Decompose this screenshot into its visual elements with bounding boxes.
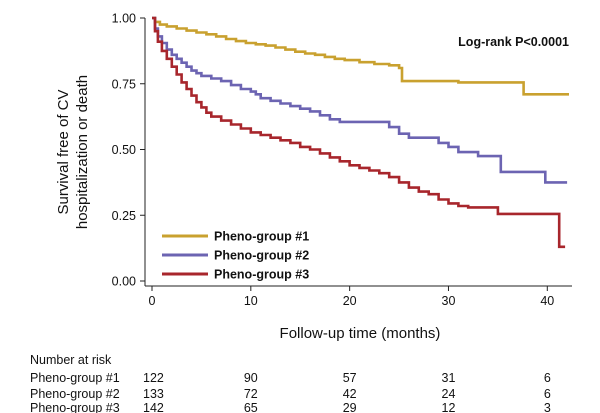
y-axis-title-line-1: Survival free of CV bbox=[55, 89, 72, 214]
risk-value: 42 bbox=[343, 387, 357, 401]
risk-value: 142 bbox=[143, 401, 164, 413]
legend-label-1: Pheno-group #1 bbox=[214, 230, 309, 244]
y-axis-title-line-2: hospitalization or death bbox=[74, 75, 91, 229]
risk-value: 72 bbox=[244, 387, 258, 401]
legend-label-2: Pheno-group #2 bbox=[214, 249, 309, 263]
risk-table: Number at risk Pheno-group #1 122 90 57 31 6 Ph… bbox=[30, 353, 551, 413]
legend-label-3: Pheno-group #3 bbox=[214, 268, 309, 282]
x-tick-label: 10 bbox=[244, 294, 258, 308]
risk-value: 12 bbox=[442, 401, 456, 413]
risk-value: 24 bbox=[442, 387, 456, 401]
risk-value: 122 bbox=[143, 371, 164, 385]
risk-row-label: Pheno-group #1 bbox=[30, 371, 120, 385]
curve-pheno-group-2 bbox=[152, 16, 568, 184]
risk-value: 31 bbox=[442, 371, 456, 385]
x-tick-label: 0 bbox=[149, 294, 156, 308]
y-axis-title: Survival free of CV hospitalization or de… bbox=[55, 75, 91, 229]
risk-value: 6 bbox=[544, 387, 551, 401]
risk-value: 65 bbox=[244, 401, 258, 413]
risk-value: 133 bbox=[143, 387, 164, 401]
curve-pheno-group-1 bbox=[152, 16, 569, 96]
x-tick-label: 30 bbox=[442, 294, 456, 308]
risk-value: 29 bbox=[343, 401, 357, 413]
y-tick-label: 0.00 bbox=[112, 275, 136, 289]
risk-row-label: Pheno-group #2 bbox=[30, 387, 120, 401]
risk-value: 6 bbox=[544, 371, 551, 385]
risk-value: 90 bbox=[244, 371, 258, 385]
y-tick-label: 0.25 bbox=[112, 209, 136, 223]
survival-curves bbox=[152, 16, 569, 249]
risk-row-label: Pheno-group #3 bbox=[30, 401, 120, 413]
plot-frame bbox=[144, 18, 572, 287]
x-tick-label: 40 bbox=[540, 294, 554, 308]
x-axis: 0 10 20 30 40 bbox=[149, 286, 554, 308]
risk-value: 57 bbox=[343, 371, 357, 385]
risk-table-title: Number at risk bbox=[30, 353, 112, 367]
log-rank-annotation: Log-rank P<0.0001 bbox=[458, 35, 569, 49]
x-axis-title: Follow-up time (months) bbox=[280, 325, 441, 342]
y-tick-label: 0.75 bbox=[112, 77, 136, 91]
x-tick-label: 20 bbox=[343, 294, 357, 308]
legend: Pheno-group #1 Pheno-group #2 Pheno-group … bbox=[162, 230, 309, 282]
curve-pheno-group-3 bbox=[152, 16, 566, 249]
y-axis: 0.00 0.25 0.50 0.75 1.00 bbox=[112, 12, 145, 289]
risk-value: 3 bbox=[544, 401, 551, 413]
y-tick-label: 0.50 bbox=[112, 143, 136, 157]
y-tick-label: 1.00 bbox=[112, 12, 136, 26]
